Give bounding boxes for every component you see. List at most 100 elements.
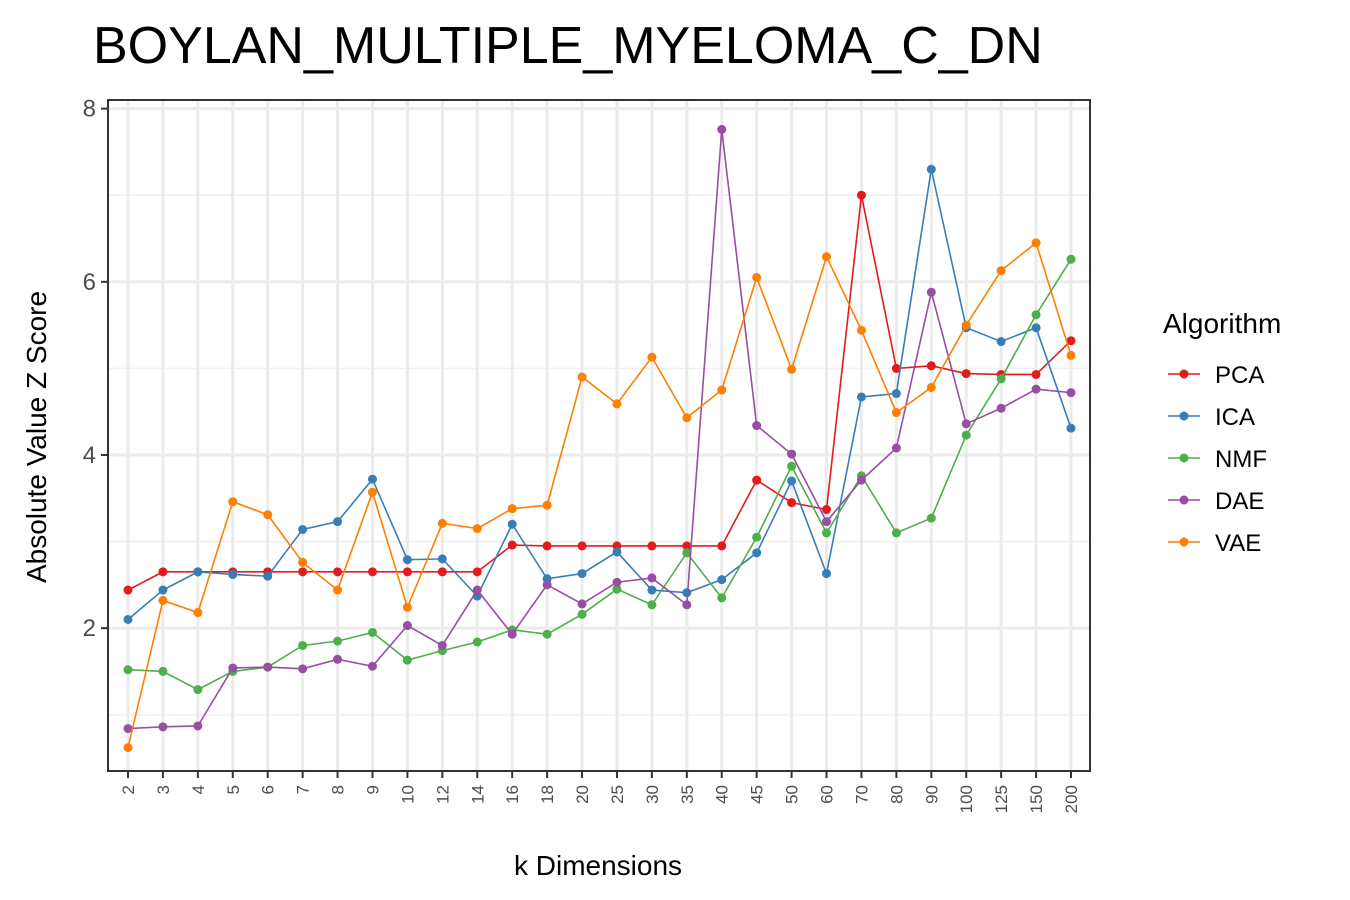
data-point-vae	[717, 385, 727, 395]
chart-title: BOYLAN_MULTIPLE_MYELOMA_C_DN	[93, 17, 1043, 75]
data-point-dae	[263, 662, 273, 672]
data-point-pca	[752, 475, 762, 485]
data-point-pca	[1031, 369, 1041, 379]
data-point-vae	[926, 382, 936, 392]
data-point-vae	[822, 252, 832, 262]
data-point-vae	[367, 487, 377, 497]
data-point-pca	[298, 567, 308, 577]
data-point-pca	[472, 567, 482, 577]
data-point-nmf	[158, 666, 168, 676]
data-point-dae	[926, 287, 936, 297]
data-point-ica	[752, 548, 762, 558]
x-tick-label: 90	[922, 785, 941, 804]
data-point-vae	[1066, 350, 1076, 360]
data-point-nmf	[542, 629, 552, 639]
data-point-dae	[298, 664, 308, 674]
data-point-nmf	[333, 636, 343, 646]
data-point-dae	[822, 517, 832, 527]
y-tick-label: 6	[83, 269, 96, 296]
data-point-dae	[612, 577, 622, 587]
panel-border	[107, 99, 1091, 772]
data-point-nmf	[367, 627, 377, 637]
data-point-pca	[158, 567, 168, 577]
x-tick-label: 4	[189, 785, 208, 794]
data-point-ica	[787, 476, 797, 486]
x-axis: 2 3 4 5 6 7 8 9 10 12 14 16 18 20 25 30 35 40 45 50 60 70 80 90…	[119, 771, 1081, 813]
x-tick-label: 40	[713, 785, 732, 804]
data-point-dae	[682, 600, 692, 610]
data-point-vae	[612, 399, 622, 409]
x-tick-label: 3	[154, 785, 173, 794]
data-point-vae	[577, 372, 587, 382]
data-point-pca	[717, 541, 727, 551]
data-point-vae	[752, 272, 762, 282]
data-point-ica	[402, 555, 412, 565]
x-axis-title: k Dimensions	[514, 850, 682, 881]
data-point-pca	[856, 190, 866, 200]
data-point-ica	[996, 337, 1006, 347]
data-point-pca	[402, 567, 412, 577]
legend-key-point	[1179, 411, 1189, 421]
legend-label: DAE	[1215, 488, 1264, 515]
data-point-pca	[577, 541, 587, 551]
legend-label: PCA	[1215, 362, 1264, 389]
x-tick-label: 5	[224, 785, 243, 794]
data-point-ica	[158, 585, 168, 595]
legend: Algorithm PCA ICA NMF DAE VAE	[1163, 308, 1281, 557]
x-tick-label: 50	[783, 785, 802, 804]
data-point-nmf	[1066, 254, 1076, 264]
data-point-pca	[367, 567, 377, 577]
legend-item-vae: VAE	[1168, 530, 1261, 557]
data-point-vae	[298, 557, 308, 567]
x-tick-label: 14	[468, 785, 487, 804]
grid-major	[108, 100, 1090, 771]
data-point-ica	[612, 547, 622, 557]
data-point-dae	[123, 724, 133, 734]
legend-item-ica: ICA	[1168, 404, 1255, 431]
data-point-ica	[507, 519, 517, 529]
legend-label: NMF	[1215, 446, 1267, 473]
data-point-ica	[1031, 323, 1041, 333]
x-tick-label: 7	[294, 785, 313, 794]
data-point-pca	[926, 361, 936, 371]
data-point-nmf	[961, 430, 971, 440]
data-point-ica	[367, 474, 377, 484]
data-point-pca	[682, 541, 692, 551]
x-tick-label: 150	[1027, 785, 1046, 813]
data-point-pca	[437, 567, 447, 577]
legend-item-dae: DAE	[1168, 488, 1264, 515]
data-point-ica	[891, 389, 901, 399]
legend-item-nmf: NMF	[1168, 446, 1267, 473]
data-point-vae	[123, 743, 133, 753]
x-tick-label: 12	[433, 785, 452, 804]
data-point-vae	[961, 320, 971, 330]
data-point-dae	[158, 722, 168, 732]
data-point-nmf	[822, 528, 832, 538]
data-point-nmf	[996, 374, 1006, 384]
data-point-ica	[717, 575, 727, 585]
legend-key-point	[1179, 369, 1189, 379]
data-point-ica	[193, 567, 203, 577]
data-point-ica	[822, 569, 832, 579]
legend-title: Algorithm	[1163, 308, 1281, 339]
series-line-ica	[127, 169, 1072, 621]
data-point-pca	[961, 369, 971, 379]
legend-key-point	[1179, 495, 1189, 505]
data-point-nmf	[717, 593, 727, 603]
data-point-ica	[123, 614, 133, 624]
legend-label: VAE	[1215, 530, 1261, 557]
data-point-vae	[263, 510, 273, 520]
y-axis-title: Absolute Value Z Score	[21, 291, 52, 583]
data-point-vae	[787, 364, 797, 374]
data-point-nmf	[472, 637, 482, 647]
y-axis: 2 4 6 8	[83, 96, 108, 642]
y-tick-label: 8	[83, 96, 96, 123]
data-point-nmf	[891, 528, 901, 538]
x-tick-label: 9	[363, 785, 382, 794]
data-point-pca	[507, 540, 517, 550]
data-point-nmf	[926, 513, 936, 523]
x-tick-label: 200	[1062, 785, 1081, 813]
y-tick-label: 4	[83, 442, 96, 469]
data-point-vae	[1031, 238, 1041, 248]
